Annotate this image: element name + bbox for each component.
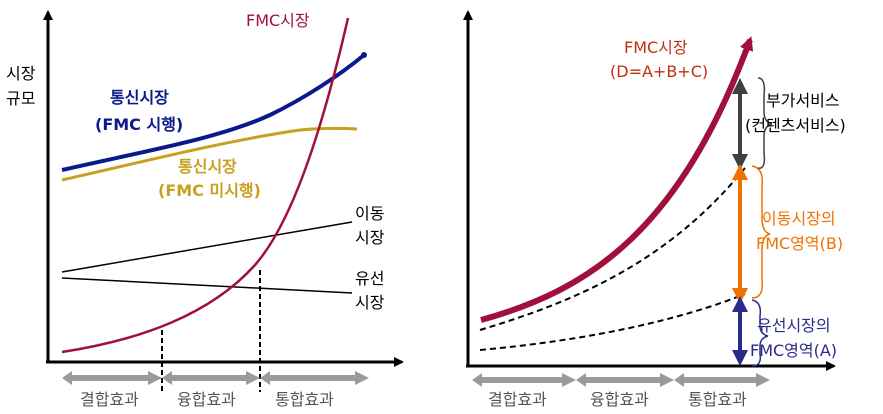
left-y-axis-label-1: 시장 xyxy=(6,64,36,83)
phase-arrow xyxy=(162,371,260,385)
telecom-fmc-label-1: 통신시장 xyxy=(110,88,169,107)
telecom-nofmc-label-1: 통신시장 xyxy=(178,157,237,176)
left-phase-arrows xyxy=(62,371,369,385)
right-fmc-market-label-2: (D=A+B+C) xyxy=(610,62,708,81)
telecom-nofmc-label-2: (FMC 미시행) xyxy=(158,181,261,200)
phase-arrow xyxy=(576,373,674,387)
right-phase-label-1: 결합효과 xyxy=(488,390,547,409)
left-panel: 시장 규모 FMC시장 통신시장 (FMC 시행) 통신시장 (FMC 미시행)… xyxy=(6,10,404,409)
right-panel: FMC시장 (D=A+B+C) 부가서비스 (컨텐츠서비스) 이동시장의 FMC… xyxy=(463,10,846,409)
wired-fmc-boundary-curve xyxy=(479,293,746,351)
wired-market-label-1: 유선 xyxy=(355,269,384,288)
wired-fmc-arrow xyxy=(732,296,748,366)
phase-arrow xyxy=(674,373,770,387)
left-phase-label-1: 결합효과 xyxy=(80,390,139,409)
mobile-fmc-label-1: 이동시장의 xyxy=(762,209,836,228)
right-fmc-market-curve xyxy=(480,36,754,323)
mobile-fmc-label-2: FMC영역(B) xyxy=(756,234,843,253)
wired-market-line xyxy=(61,277,353,294)
mobile-fmc-boundary-curve xyxy=(479,167,746,331)
right-phase-arrows xyxy=(472,373,770,387)
wired-fmc-label-2: FMC영역(A) xyxy=(750,341,837,360)
left-y-axis-label-2: 규모 xyxy=(6,89,35,108)
telecom-fmc-curve xyxy=(61,53,366,172)
left-fmc-market-label: FMC시장 xyxy=(246,11,310,30)
wired-market-label-2: 시장 xyxy=(355,293,385,312)
left-phase-label-2: 융합효과 xyxy=(177,390,236,409)
telecom-no-fmc-curve xyxy=(61,126,358,182)
right-fmc-market-label-1: FMC시장 xyxy=(624,38,688,57)
phase-arrow xyxy=(472,373,576,387)
mobile-market-line xyxy=(61,221,353,273)
telecom-fmc-label-2: (FMC 시행) xyxy=(95,115,183,134)
value-added-brace xyxy=(757,77,773,169)
wired-fmc-label-1: 유선시장의 xyxy=(757,316,831,335)
mobile-market-label-2: 시장 xyxy=(355,228,385,247)
phase-arrow xyxy=(260,371,369,385)
mobile-market-label-1: 이동 xyxy=(355,204,384,223)
right-phase-label-3: 통합효과 xyxy=(688,390,747,409)
value-added-label-1: 부가서비스 xyxy=(766,91,840,110)
mobile-fmc-brace xyxy=(751,165,771,299)
fmc-market-curve xyxy=(61,17,350,354)
right-phase-label-2: 융합효과 xyxy=(590,390,649,409)
telecom-fmc-endpoint xyxy=(361,52,367,58)
value-added-label-2: (컨텐츠서비스) xyxy=(745,116,846,135)
value-added-arrow xyxy=(732,78,748,170)
wired-fmc-brace xyxy=(751,299,769,367)
phase-arrow xyxy=(62,371,162,385)
mobile-fmc-arrow xyxy=(732,164,748,304)
left-phase-label-3: 통합효과 xyxy=(275,390,334,409)
